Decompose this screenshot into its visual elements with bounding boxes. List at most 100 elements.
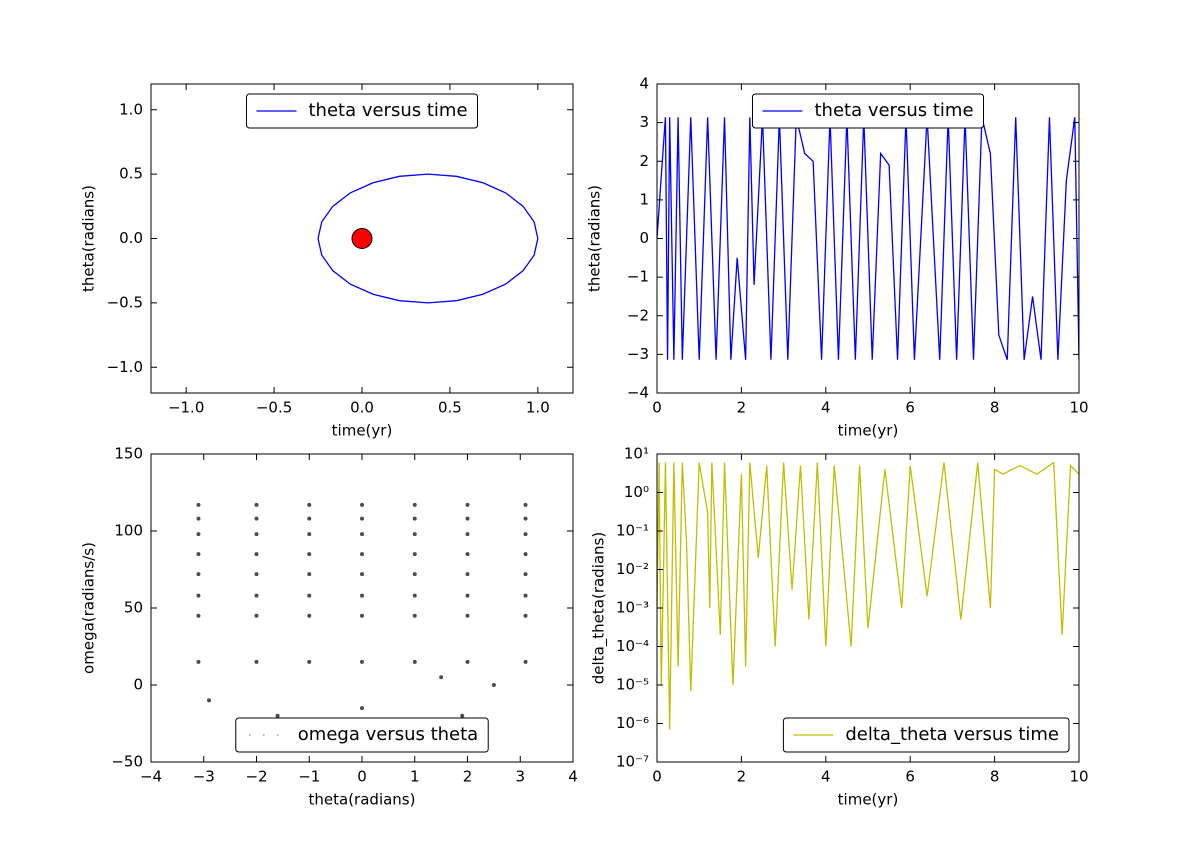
- point: [196, 572, 201, 577]
- point: [307, 516, 312, 521]
- y-tick-label: 10⁻⁵: [616, 676, 649, 694]
- legend-box: [751, 93, 985, 129]
- y-axis-label: delta_theta(radians): [590, 532, 609, 684]
- x-tick-label: 0.0: [350, 399, 374, 417]
- y-tick-label: −1: [627, 268, 649, 286]
- point: [412, 613, 417, 618]
- y-tick-label: 10⁰: [624, 483, 649, 501]
- point: [307, 502, 312, 507]
- legend-swatch: [262, 734, 265, 736]
- point: [465, 613, 470, 618]
- x-tick-label: 2: [463, 768, 473, 786]
- point: [254, 572, 259, 577]
- point: [439, 675, 444, 680]
- x-axis-label: time(yr): [838, 791, 899, 809]
- plot-content: [657, 117, 1079, 360]
- y-tick-label: 150: [114, 445, 143, 463]
- point: [307, 552, 312, 557]
- legend-label: omega versus theta: [298, 724, 478, 745]
- y-tick-label: 10⁻⁶: [616, 714, 649, 732]
- y-tick-label: 0.0: [119, 229, 143, 247]
- x-tick-label: −0.5: [256, 399, 292, 417]
- subplot: 0 2 4 6 8 10 −4 −3 −2 −1 0 1 2 3 4 time(yr) theta(radian…: [586, 75, 1089, 440]
- point: [412, 532, 417, 537]
- y-tick-label: 10⁻¹: [616, 522, 649, 540]
- point: [254, 532, 259, 537]
- point: [307, 613, 312, 618]
- point: [307, 572, 312, 577]
- plot-area: [657, 454, 1079, 762]
- y-tick-label: 2: [639, 152, 649, 170]
- legend-label: theta versus time: [814, 100, 973, 121]
- x-tick-label: 10: [1069, 399, 1088, 417]
- x-tick-label: 10: [1069, 768, 1088, 786]
- y-tick-label: −1.0: [107, 358, 143, 376]
- x-tick-label: −3: [193, 768, 215, 786]
- y-tick-label: 10⁻⁷: [616, 753, 649, 771]
- point: [254, 502, 259, 507]
- y-tick-label: 1: [639, 190, 649, 208]
- x-tick-label: 3: [515, 768, 525, 786]
- point: [412, 502, 417, 507]
- y-tick-label: 50: [124, 599, 143, 617]
- point: [307, 593, 312, 598]
- x-tick-label: 2: [737, 768, 747, 786]
- point: [196, 502, 201, 507]
- subplot: 0 2 4 6 8 10 10⁻⁷ 10⁻⁶ 10⁻⁵ 10⁻⁴ 10⁻³ 10⁻² 10⁻¹ 10⁰ 10…: [590, 445, 1089, 809]
- point: [196, 532, 201, 537]
- point: [207, 698, 212, 703]
- point: [465, 593, 470, 598]
- point: [196, 659, 201, 664]
- legend-swatch: [276, 734, 279, 736]
- plot-content: [657, 461, 1079, 730]
- point: [465, 502, 470, 507]
- point: [254, 516, 259, 521]
- point: [254, 613, 259, 618]
- point: [523, 516, 528, 521]
- x-axis-label: theta(radians): [309, 791, 416, 809]
- point: [360, 502, 364, 507]
- legend: delta_theta versus time: [782, 717, 1070, 753]
- x-tick-label: 4: [568, 768, 578, 786]
- y-tick-label: 0: [133, 676, 143, 694]
- x-tick-label: 1: [410, 768, 420, 786]
- y-tick-label: 0: [639, 229, 649, 247]
- point: [465, 572, 470, 577]
- point: [360, 659, 364, 664]
- y-tick-label: −4: [627, 384, 649, 402]
- point: [412, 552, 417, 557]
- legend-box: [235, 717, 489, 753]
- x-tick-label: 4: [821, 399, 831, 417]
- point: [196, 516, 201, 521]
- x-tick-label: 0: [357, 768, 367, 786]
- plot-content: [196, 502, 528, 718]
- point: [523, 552, 528, 557]
- x-tick-label: 0.5: [438, 399, 462, 417]
- y-tick-label: 4: [639, 75, 649, 93]
- y-tick-label: −2: [627, 306, 649, 324]
- point: [412, 593, 417, 598]
- x-tick-label: −1: [298, 768, 320, 786]
- point: [254, 593, 259, 598]
- point: [307, 532, 312, 537]
- y-tick-label: 3: [639, 113, 649, 131]
- point: [523, 572, 528, 577]
- point: [412, 516, 417, 521]
- x-tick-label: 8: [990, 768, 1000, 786]
- x-tick-label: 0: [652, 768, 662, 786]
- x-axis-label: time(yr): [332, 422, 393, 440]
- point: [307, 659, 312, 664]
- x-tick-label: −1.0: [168, 399, 204, 417]
- point: [465, 552, 470, 557]
- x-axis-label: time(yr): [838, 422, 899, 440]
- x-tick-label: 2: [737, 399, 747, 417]
- point: [360, 706, 364, 711]
- subplot: −1.0 −0.5 0.0 0.5 1.0 −1.0 −0.5 0.0 0.5 1.0 time(y…: [80, 83, 574, 440]
- point: [523, 613, 528, 618]
- y-tick-label: 1.0: [119, 100, 143, 118]
- y-axis-label: theta(radians): [80, 185, 98, 292]
- line: [317, 173, 539, 304]
- y-tick-label: −0.5: [107, 293, 143, 311]
- legend-swatch: [248, 734, 251, 736]
